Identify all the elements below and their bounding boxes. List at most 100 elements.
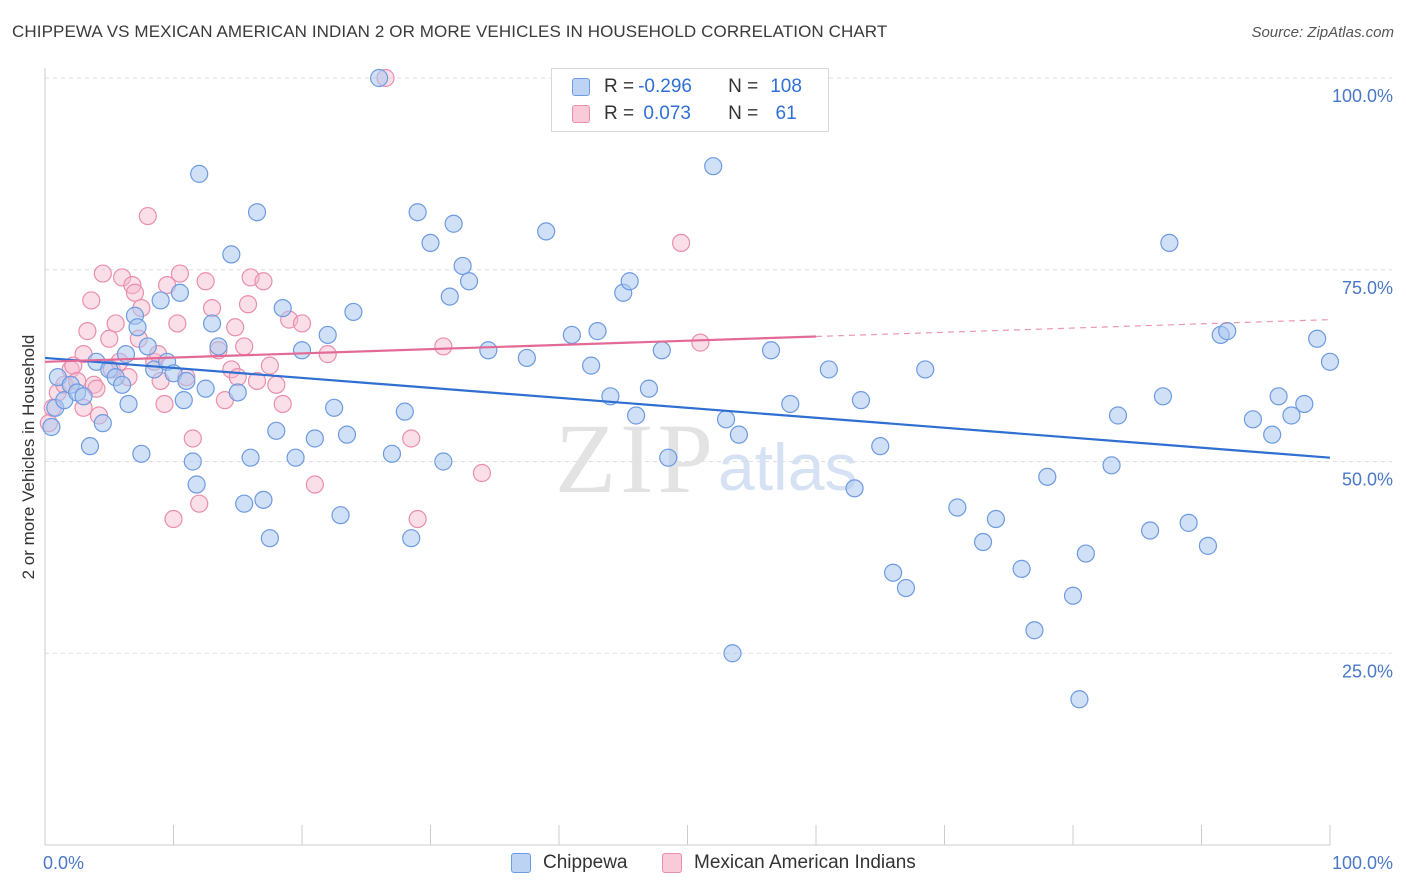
mexican-point (402, 429, 421, 448)
chippewa-point (174, 391, 193, 410)
chippewa-point (292, 341, 312, 360)
chippewa-point (582, 356, 601, 375)
chippewa-point (254, 490, 273, 509)
mexican-point (318, 345, 337, 364)
chippewa-point (382, 444, 402, 463)
chippewa-point (562, 325, 581, 345)
mexican-swatch (662, 853, 682, 873)
mexican-point (292, 314, 312, 333)
chippewa-point (202, 314, 222, 333)
legend-r-value: -0.296 (638, 76, 692, 97)
legend-n-label: N = (728, 103, 759, 124)
chippewa-point (916, 360, 935, 379)
bottom-legend-mexican[interactable]: Mexican American Indians (662, 852, 916, 874)
chippewa-point (260, 529, 279, 548)
chippewa-point (459, 272, 479, 291)
chippewa-point (177, 371, 196, 391)
mexican-point (196, 272, 215, 291)
chippewa-point (1012, 559, 1031, 578)
chippewa-point (305, 429, 324, 448)
bottom-legend-mexican-label: Mexican American Indians (694, 852, 916, 873)
mexican-point (112, 268, 132, 287)
chippewa-point (273, 299, 292, 318)
chippewa-point (1320, 352, 1340, 371)
mexican-point (305, 475, 324, 494)
chippewa-point (986, 509, 1006, 529)
legend-row-mexican: R = 0.073 N = 61 (572, 101, 797, 127)
grid-layer (45, 77, 1392, 654)
chippewa-point (479, 341, 498, 360)
legend-row-chippewa: R = -0.296 N = 108 (572, 74, 802, 100)
chippewa-point (517, 348, 536, 368)
chippewa-point (588, 322, 607, 341)
legend-r-value: 0.073 (638, 103, 691, 124)
mexican-point (138, 206, 157, 226)
mexican-point (168, 314, 187, 333)
chippewa-point (716, 410, 736, 429)
bottom-legend: Chippewa Mexican American Indians (0, 852, 1406, 878)
chippewa-point (80, 437, 100, 456)
chippewa-point (453, 256, 472, 276)
chippewa-point (1243, 410, 1263, 429)
chippewa-point (729, 425, 749, 444)
chippewa-point (183, 452, 202, 471)
mexican-point (254, 272, 273, 291)
chippewa-point (704, 157, 723, 176)
chippewa-point (190, 164, 209, 183)
mexican-trend-line-dashed (815, 319, 1331, 338)
legend-n-label: N = (728, 76, 759, 97)
chippewa-point (222, 245, 241, 264)
chippewa-point (851, 391, 871, 410)
mexican-point (260, 356, 279, 375)
chippewa-point (1108, 406, 1128, 425)
mexican-point (226, 318, 245, 337)
chippewa-point (241, 448, 260, 467)
chippewa-point (1102, 456, 1121, 475)
chippewa-point (344, 302, 363, 322)
chippewa-point (421, 233, 440, 253)
chippewa-point (267, 421, 286, 440)
chippewa-point (286, 448, 305, 467)
chippewa-point (128, 318, 147, 337)
mexican-point (247, 371, 267, 391)
x-tick-label: 0.0% (43, 853, 84, 873)
chippewa-point (440, 287, 459, 306)
chippewa-point (620, 272, 639, 291)
legend-r-label: R = (604, 103, 635, 124)
chippewa-point (761, 341, 781, 360)
chippewa-point (318, 325, 337, 345)
mexican-point (183, 429, 202, 448)
chippewa-point (42, 417, 61, 437)
chippewa-point (639, 379, 659, 398)
mexican-point (671, 233, 691, 253)
chippewa-point (170, 283, 190, 302)
chippewa-swatch (511, 853, 531, 873)
chippewa-point (119, 394, 138, 414)
watermark: ZIP atlas (555, 403, 857, 514)
bottom-legend-chippewa-label: Chippewa (543, 852, 628, 873)
chippewa-point (444, 214, 463, 233)
mexican-point (164, 509, 183, 529)
mexican-point (228, 368, 247, 387)
chippewa-point (138, 337, 157, 356)
chippewa-point (1063, 586, 1083, 605)
mexican-point (125, 283, 145, 302)
chippewa-point (74, 387, 93, 406)
chippewa-point (370, 68, 389, 88)
chippewa-point (1218, 322, 1237, 341)
chippewa-point (819, 360, 838, 379)
mexican-point (190, 494, 209, 513)
chippewa-point (1179, 513, 1198, 532)
chippewa-point (973, 532, 993, 552)
chippewa-point (1025, 621, 1044, 640)
chippewa-point (1295, 394, 1314, 414)
chippewa-point (896, 578, 916, 598)
bottom-legend-chippewa[interactable]: Chippewa (511, 852, 628, 874)
chippewa-point (132, 444, 151, 463)
chippewa-point (151, 291, 170, 310)
source-label: Source: ZipAtlas.com (1251, 24, 1394, 41)
chippewa-point (209, 337, 228, 356)
chippewa-point (883, 563, 903, 582)
mexican-point (202, 299, 222, 318)
mexican-point (93, 264, 112, 283)
